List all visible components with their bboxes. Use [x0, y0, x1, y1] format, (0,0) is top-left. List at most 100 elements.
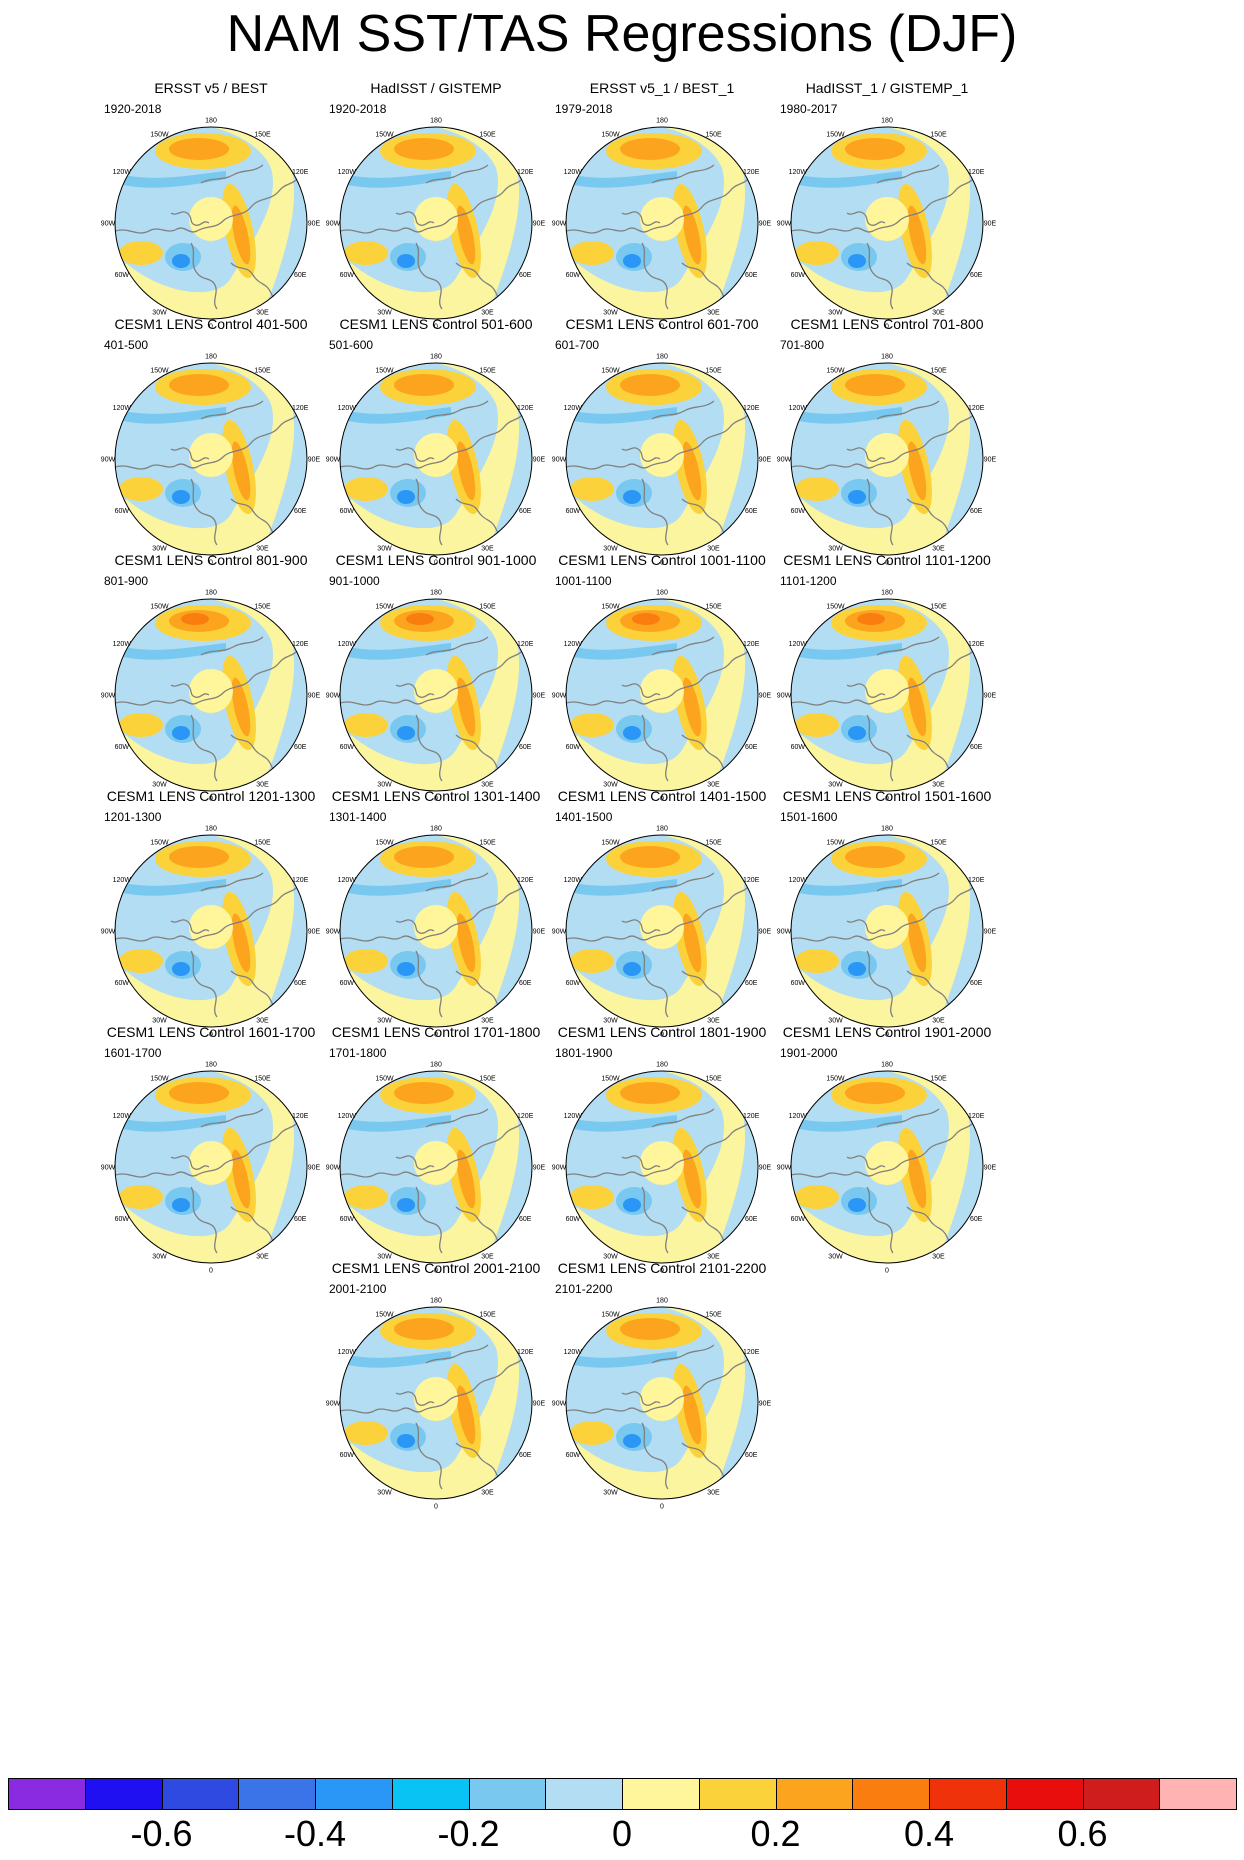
colorbar-swatch [315, 1778, 393, 1810]
longitude-label: 60W [115, 744, 130, 751]
longitude-label: 0 [209, 1032, 213, 1039]
longitude-label: 60E [970, 980, 983, 987]
longitude-label: 30E [707, 310, 720, 317]
longitude-label: 120E [743, 1113, 760, 1120]
longitude-label: 90E [984, 457, 997, 464]
longitude-label: 30E [481, 782, 494, 789]
panel-title: CESM1 LENS Control 1601-1700 [106, 1024, 316, 1040]
longitude-label: 60E [519, 508, 532, 515]
longitude-label: 90E [759, 221, 772, 228]
polar-map: 180 150E 120E 90E 60E 30E 0 30W 60W 90W 120W 150W [101, 118, 321, 331]
polar-map: 180 150E 120E 90E 60E 30E 0 30W 60W 90W 120W 150W [326, 118, 546, 331]
longitude-label: 90W [326, 221, 341, 228]
longitude-label: 60E [970, 508, 983, 515]
panel-title: HadISST / GISTEMP [370, 80, 502, 96]
longitude-label: 120W [789, 405, 808, 412]
longitude-label: 120W [789, 877, 808, 884]
longitude-label: 150E [254, 131, 271, 138]
longitude-label: 90W [326, 693, 341, 700]
polar-map: 180 150E 120E 90E 60E 30E 0 30W 60W 90W 120W 150W [326, 354, 546, 567]
longitude-label: 150W [375, 1311, 394, 1318]
longitude-label: 30E [481, 1254, 494, 1261]
longitude-label: 150E [930, 131, 947, 138]
longitude-label: 120W [789, 641, 808, 648]
longitude-label: 150W [375, 603, 394, 610]
longitude-label: 120E [968, 1113, 985, 1120]
longitude-label: 150E [930, 367, 947, 374]
panel-period: 1301-1400 [329, 810, 387, 824]
longitude-label: 150E [479, 367, 496, 374]
map-panel: HadISST_1 / GISTEMP_1 1980-2017 180 150E 120… [762, 80, 1012, 345]
panel-title: CESM1 LENS Control 1501-1600 [782, 788, 992, 804]
map-panel: CESM1 LENS Control 2101-2200 2101-2200 180… [537, 1260, 787, 1525]
polar-map: 180 150E 120E 90E 60E 30E 0 30W 60W 90W 120W 150W [777, 826, 997, 1039]
panel-period: 901-1000 [329, 574, 380, 588]
longitude-label: 0 [660, 796, 664, 803]
panel-period: 1201-1300 [104, 810, 162, 824]
polar-map: 180 150E 120E 90E 60E 30E 0 30W 60W 90W 120W 150W [326, 826, 546, 1039]
longitude-label: 30W [377, 782, 392, 789]
longitude-label: 30E [932, 782, 945, 789]
longitude-label: 30W [603, 1018, 618, 1025]
panel-title: ERSST v5 / BEST [154, 80, 268, 96]
map-panel: CESM1 LENS Control 501-600 501-600 180 150E… [311, 316, 561, 581]
longitude-label: 90W [101, 929, 116, 936]
colorbar-swatch [84, 1778, 163, 1810]
longitude-label: 60E [519, 980, 532, 987]
longitude-label: 30E [256, 1254, 269, 1261]
longitude-label: 60E [294, 744, 307, 751]
panel-title: CESM1 LENS Control 701-800 [790, 316, 984, 332]
longitude-label: 120W [789, 169, 808, 176]
longitude-label: 90E [308, 221, 321, 228]
longitude-label: 120W [564, 169, 583, 176]
longitude-label: 120E [292, 641, 309, 648]
longitude-label: 120E [968, 169, 985, 176]
longitude-label: 120W [113, 1113, 132, 1120]
longitude-label: 150E [705, 131, 722, 138]
longitude-label: 60W [340, 980, 355, 987]
longitude-label: 150E [479, 1311, 496, 1318]
panel-period: 401-500 [104, 338, 149, 352]
longitude-label: 60W [115, 272, 130, 279]
longitude-label: 30E [707, 1490, 720, 1497]
panel-title: CESM1 LENS Control 401-500 [114, 316, 308, 332]
longitude-label: 120W [338, 641, 357, 648]
longitude-label: 150W [601, 1075, 620, 1082]
panel-period: 501-600 [329, 338, 374, 352]
longitude-label: 150W [826, 1075, 845, 1082]
longitude-label: 120E [743, 1349, 760, 1356]
map-panel: CESM1 LENS Control 401-500 401-500 180 150E… [86, 316, 336, 581]
longitude-label: 150E [479, 1075, 496, 1082]
longitude-label: 60W [340, 508, 355, 515]
longitude-label: 60E [745, 508, 758, 515]
longitude-label: 90E [984, 1165, 997, 1172]
longitude-label: 90E [984, 929, 997, 936]
panel-period: 1980-2017 [780, 102, 838, 116]
colorbar-swatch [391, 1778, 470, 1810]
longitude-label: 90W [777, 693, 792, 700]
panel-period: 701-800 [780, 338, 825, 352]
longitude-label: 30W [603, 782, 618, 789]
longitude-label: 120W [113, 405, 132, 412]
longitude-label: 120E [517, 169, 534, 176]
longitude-label: 150E [930, 839, 947, 846]
longitude-label: 120W [338, 169, 357, 176]
longitude-label: 60W [566, 744, 581, 751]
longitude-label: 180 [656, 118, 668, 125]
colorbar-swatch [238, 1778, 316, 1810]
longitude-label: 180 [656, 590, 668, 597]
longitude-label: 30W [603, 1490, 618, 1497]
longitude-label: 0 [434, 1504, 438, 1511]
longitude-label: 120W [113, 169, 132, 176]
longitude-label: 30W [377, 1490, 392, 1497]
longitude-label: 60E [970, 744, 983, 751]
longitude-label: 0 [209, 324, 213, 331]
longitude-label: 30E [481, 1018, 494, 1025]
longitude-label: 90W [552, 693, 567, 700]
longitude-label: 180 [656, 354, 668, 361]
panel-title: CESM1 LENS Control 1401-1500 [557, 788, 767, 804]
longitude-label: 0 [660, 1504, 664, 1511]
longitude-label: 90E [533, 929, 546, 936]
longitude-label: 150W [150, 367, 169, 374]
longitude-label: 120E [517, 1113, 534, 1120]
